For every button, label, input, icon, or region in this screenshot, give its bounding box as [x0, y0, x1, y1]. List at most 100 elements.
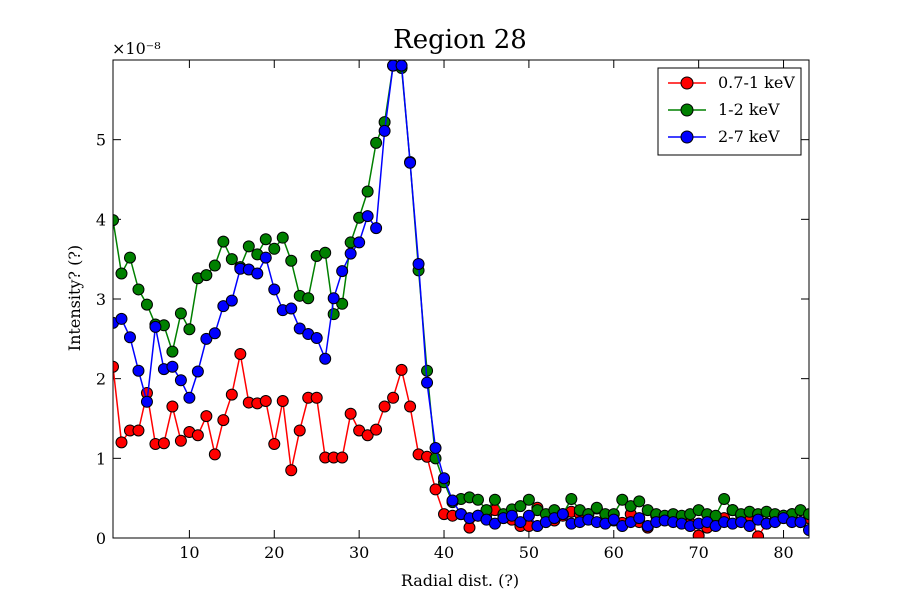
y-tick-label: 1 — [96, 449, 106, 468]
data-point — [113, 214, 119, 227]
data-point — [446, 494, 459, 507]
x-axis-label: Radial dist. (?) — [401, 571, 519, 590]
data-point — [336, 451, 349, 464]
legend-label: 2-7 keV — [718, 127, 780, 146]
x-tick-label: 80 — [773, 543, 793, 562]
data-point — [327, 292, 340, 305]
data-point — [404, 400, 417, 413]
data-point — [251, 267, 264, 280]
data-point — [268, 437, 281, 450]
data-point — [225, 388, 238, 401]
y-axis-scale-label: ×10⁻⁸ — [112, 39, 161, 58]
data-point — [259, 251, 272, 264]
series-group — [113, 60, 809, 538]
data-point — [378, 400, 391, 413]
data-point — [276, 394, 289, 407]
data-point — [217, 414, 230, 427]
y-tick-label: 0 — [96, 529, 106, 548]
data-point — [633, 512, 646, 525]
data-point — [140, 298, 153, 311]
data-point — [217, 300, 230, 313]
data-point — [803, 508, 809, 521]
data-point — [123, 331, 136, 344]
data-point — [285, 254, 298, 267]
y-tick-label: 2 — [96, 370, 106, 389]
y-tick-label: 5 — [96, 131, 106, 150]
data-point — [429, 441, 442, 454]
data-point — [336, 265, 349, 278]
data-point — [208, 259, 221, 272]
data-point — [344, 247, 357, 260]
y-tick-label: 3 — [96, 290, 106, 309]
data-point — [752, 530, 765, 538]
data-point — [370, 423, 383, 436]
data-point — [132, 424, 145, 437]
data-point — [590, 501, 603, 514]
x-tick-label: 70 — [688, 543, 708, 562]
data-point — [344, 407, 357, 420]
data-point — [310, 391, 323, 404]
legend-label: 1-2 keV — [718, 100, 780, 119]
data-point — [370, 222, 383, 235]
x-tick-label: 60 — [604, 543, 624, 562]
data-point — [183, 391, 196, 404]
data-point — [743, 520, 756, 533]
series-1-2-kev — [113, 60, 809, 522]
legend-marker — [680, 130, 694, 144]
x-tick-label: 30 — [349, 543, 369, 562]
data-point — [633, 495, 646, 508]
legend-label: 0.7-1 keV — [718, 73, 795, 92]
legend-item: 1-2 keV — [668, 100, 780, 119]
x-tick-label: 50 — [519, 543, 539, 562]
data-point — [293, 322, 306, 335]
x-tick-label: 10 — [179, 543, 199, 562]
data-point — [113, 360, 119, 373]
data-point — [488, 493, 501, 506]
plot-frame — [112, 59, 810, 539]
data-point — [387, 391, 400, 404]
data-point — [319, 246, 332, 259]
data-point — [370, 136, 383, 149]
data-point — [149, 320, 162, 333]
data-point — [488, 517, 501, 530]
data-point — [310, 332, 323, 345]
chart-title: Region 28 — [393, 25, 527, 55]
y-tick-label: 4 — [96, 210, 106, 229]
data-point — [293, 424, 306, 437]
data-point — [115, 312, 128, 325]
data-point — [115, 267, 128, 280]
data-point — [174, 374, 187, 387]
data-point — [471, 493, 484, 506]
data-point — [565, 492, 578, 505]
data-point — [378, 124, 391, 137]
data-point — [115, 436, 128, 449]
data-point — [268, 242, 281, 255]
data-point — [616, 493, 629, 506]
data-point — [166, 345, 179, 358]
data-point — [438, 472, 451, 485]
data-point — [361, 185, 374, 198]
data-point — [556, 508, 569, 521]
data-point — [421, 376, 434, 389]
data-point — [361, 429, 374, 442]
data-point — [336, 297, 349, 310]
data-point — [522, 493, 535, 506]
data-point — [242, 240, 255, 253]
data-point — [395, 60, 408, 72]
data-point — [285, 302, 298, 315]
data-point — [514, 500, 527, 513]
data-point — [191, 365, 204, 378]
data-point — [208, 327, 221, 340]
data-point — [505, 509, 518, 522]
data-point — [692, 529, 705, 538]
legend: 0.7-1 keV 1-2 keV 2-7 keV — [657, 67, 802, 156]
plot-area: 10 20 30 40 50 60 70 80 0 1 2 3 4 5 — [96, 59, 810, 562]
data-point — [276, 231, 289, 244]
data-point — [361, 210, 374, 223]
data-point — [522, 509, 535, 522]
legend-marker — [680, 103, 694, 117]
data-point — [259, 394, 272, 407]
data-point — [607, 513, 620, 526]
data-point — [208, 448, 221, 461]
